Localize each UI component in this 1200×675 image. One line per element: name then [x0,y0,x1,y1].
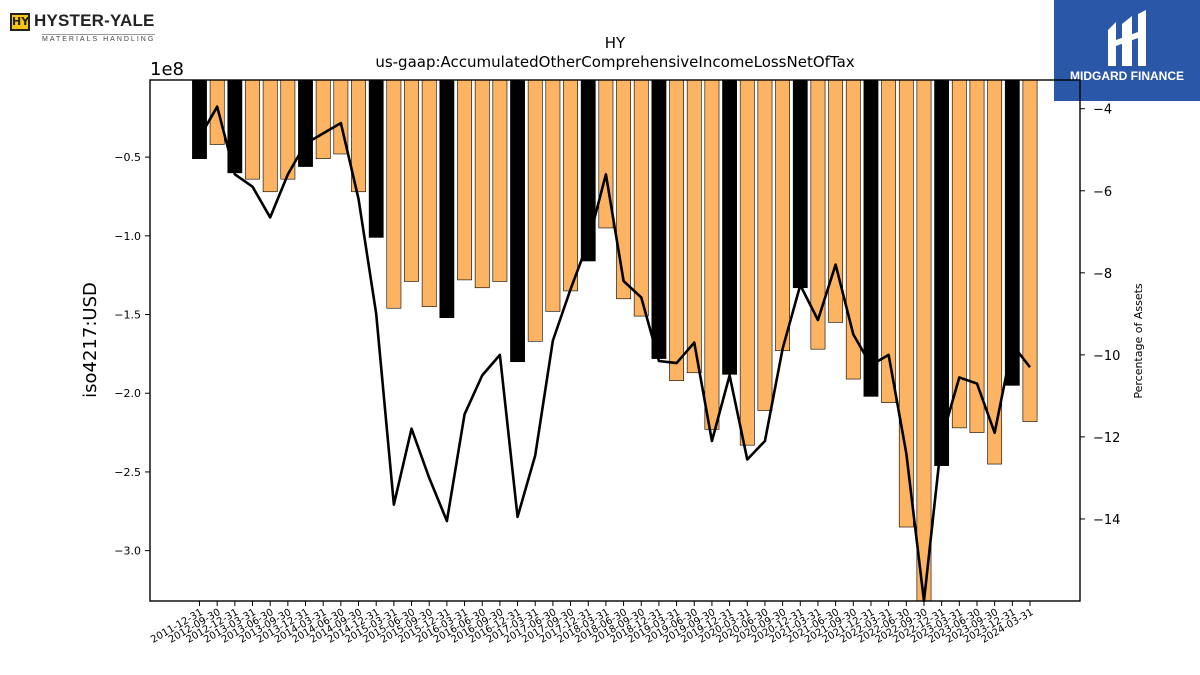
bar [616,79,631,300]
bar [739,79,755,446]
percentage-of-assets-line [198,105,1032,603]
line-series [198,105,1032,603]
chart-subtitle: us-gaap:AccumulatedOtherComprehensiveInc… [375,53,854,71]
y2-axis-label: Percentage of Assets [1132,283,1145,399]
bar [951,79,967,429]
bar-year-end [368,79,384,238]
y2-tick-label: −4 [1093,103,1112,118]
bar [492,79,508,282]
y-tick-label: −2.0 [114,387,141,400]
bar [474,79,490,289]
bar-year-end [722,79,737,375]
y-axis-offset-label: 1e8 [150,59,184,80]
bar [704,79,720,430]
y2-tick-label: −6 [1093,185,1112,200]
midgard-finance-logo-name: MIDGARD FINANCE [1070,69,1184,83]
bar [457,79,472,281]
bar-year-end [510,79,525,363]
y-tick-label: −2.5 [114,466,141,479]
bar [563,79,578,292]
y2-tick-label: −12 [1093,431,1120,446]
bar [1022,79,1038,422]
bar-year-end [792,79,808,289]
bar [775,79,791,352]
bar-year-end [192,79,207,159]
y2-tick-label: −8 [1093,267,1112,282]
hyster-yale-logo-mark: HY [10,13,30,31]
bar [669,79,684,381]
y-axis-label: iso4217:USD [80,282,101,398]
y-tick-label: −3.0 [114,545,141,558]
bar-year-end [439,79,455,318]
bar [386,79,402,309]
midgard-finance-logo-icon [1108,10,1146,66]
y-tick-label: −1.0 [114,230,141,243]
hyster-yale-logo: HY HYSTER-YALE MATERIALS HANDLING [8,10,158,46]
bar-series [192,79,1038,602]
hyster-yale-logo-subtitle: MATERIALS HANDLING [42,34,156,43]
bar [421,79,437,307]
y2-tick-label: −10 [1093,349,1120,364]
y-tick-label: −0.5 [114,151,141,164]
chart-title: HY [605,34,626,52]
bar-year-end [934,79,950,466]
y2-tick-label: −14 [1093,513,1120,528]
bar [757,79,773,411]
bar-year-end [1004,79,1020,386]
bar [916,79,932,602]
bar [545,79,561,312]
bar [527,79,543,342]
bar [686,79,702,374]
bar-year-end [580,79,596,262]
bar [262,79,278,193]
bar [969,79,985,433]
bar [633,79,649,317]
bar-year-end [863,79,879,397]
midgard-finance-logo: MIDGARD FINANCE [1054,0,1200,101]
hyster-yale-logo-name: HYSTER-YALE [34,11,155,30]
bar-year-end [651,79,667,359]
bar [404,79,419,282]
y-tick-label: −1.5 [114,309,141,322]
bar [209,79,225,145]
plot-frame [149,79,1081,602]
bar [315,79,331,159]
bar [245,79,260,180]
